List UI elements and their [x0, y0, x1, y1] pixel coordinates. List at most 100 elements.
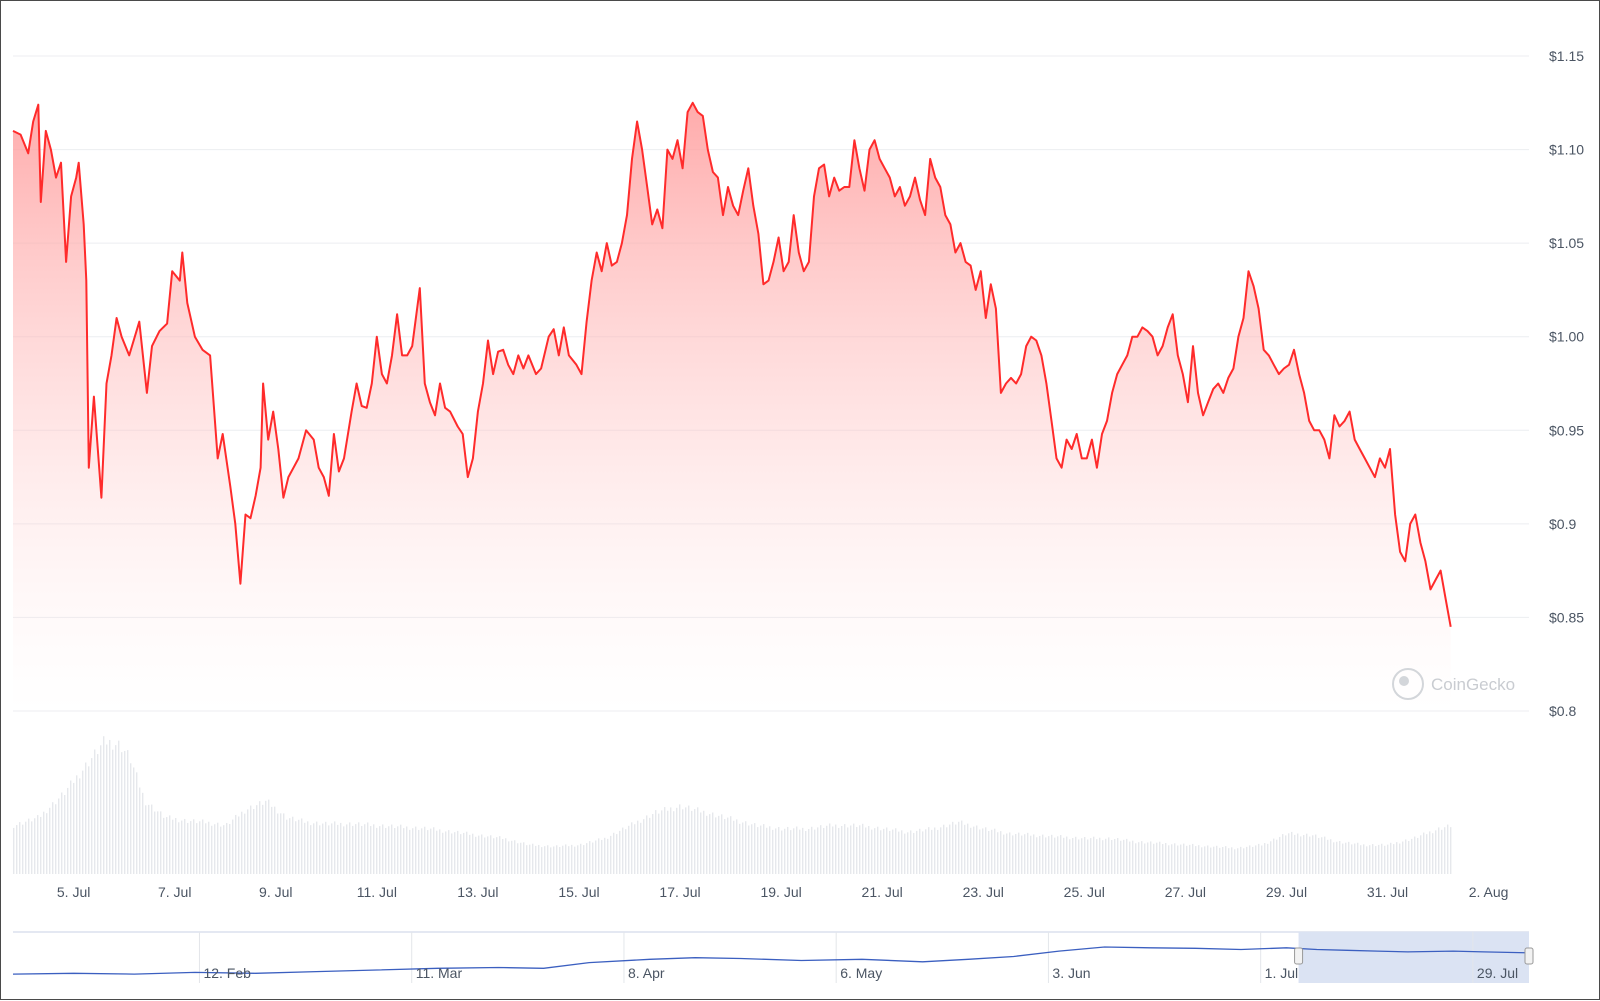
- volume-bar: [358, 822, 360, 874]
- x-tick-label: 29. Jul: [1266, 884, 1307, 900]
- volume-bar: [1117, 838, 1119, 874]
- navigator-selection[interactable]: [1298, 932, 1529, 983]
- volume-bar: [1414, 836, 1416, 874]
- volume-bar: [508, 841, 510, 874]
- volume-bar: [826, 825, 828, 874]
- volume-bar: [373, 824, 375, 874]
- navigator-right-handle[interactable]: [1524, 947, 1534, 965]
- volume-bar: [556, 845, 558, 874]
- volume-bar: [967, 823, 969, 874]
- x-tick-label: 25. Jul: [1064, 884, 1105, 900]
- volume-bar: [115, 745, 117, 874]
- volume-bar: [1432, 833, 1434, 874]
- navigator-label: 8. Apr: [628, 965, 665, 981]
- volume-bar: [340, 822, 342, 874]
- volume-bar: [1429, 831, 1431, 874]
- volume-bar: [184, 818, 186, 874]
- navigator-handles[interactable]: [1294, 947, 1534, 965]
- volume-bar: [1147, 842, 1149, 874]
- volume-bar: [1174, 843, 1176, 874]
- volume-bar: [253, 809, 255, 874]
- price-area: [12, 101, 1452, 712]
- volume-bar: [337, 824, 339, 874]
- volume-bar: [958, 821, 960, 874]
- volume-bar: [1033, 834, 1035, 874]
- navigator-selected-range[interactable]: [1298, 932, 1529, 983]
- navigator-left-handle[interactable]: [1294, 947, 1304, 965]
- volume-bar: [538, 844, 540, 874]
- volume-bar: [370, 826, 372, 874]
- volume-bar: [616, 834, 618, 874]
- range-navigator[interactable]: 12. Feb 11. Mar 8. Apr 6. May 3. Jun 1. Jul 29…: [12, 931, 1534, 983]
- volume-bar: [484, 837, 486, 874]
- volume-bar: [178, 822, 180, 874]
- volume-bar: [166, 817, 168, 874]
- volume-bar: [1381, 843, 1383, 874]
- volume-bar: [1444, 827, 1446, 874]
- volume-bar: [481, 834, 483, 874]
- volume-bar: [1435, 830, 1437, 874]
- volume-bar: [214, 824, 216, 874]
- volume-bar: [406, 826, 408, 874]
- volume-bar: [433, 827, 435, 874]
- volume-bar: [1387, 844, 1389, 874]
- volume-bar: [814, 829, 816, 874]
- volume-bar: [799, 829, 801, 874]
- volume-bar: [250, 805, 252, 874]
- volume-bar: [691, 810, 693, 874]
- volume-bar: [169, 815, 171, 874]
- volume-bar: [649, 817, 651, 874]
- volume-bar: [796, 826, 798, 874]
- volume-bar: [601, 839, 603, 874]
- navigator-labels: 12. Feb 11. Mar 8. Apr 6. May 3. Jun 1. Jul 29…: [203, 965, 1518, 981]
- volume-bar: [736, 819, 738, 874]
- volume-bar: [790, 830, 792, 874]
- volume-bar: [613, 832, 615, 874]
- volume-bar: [448, 830, 450, 874]
- volume-bar: [130, 763, 132, 874]
- volume-bar: [1150, 841, 1152, 874]
- volume-bar: [604, 837, 606, 874]
- volume-bar: [28, 818, 30, 874]
- volume-bar: [907, 832, 909, 874]
- volume-bar: [241, 811, 243, 874]
- volume-bar: [1375, 846, 1377, 874]
- x-tick-label: 31. Jul: [1367, 884, 1408, 900]
- volume-bar: [1069, 839, 1071, 874]
- volume-bar: [1333, 842, 1335, 874]
- volume-bar: [976, 825, 978, 874]
- volume-bar: [781, 830, 783, 874]
- volume-bar: [760, 825, 762, 874]
- volume-bar: [1204, 846, 1206, 874]
- volume-bar: [637, 820, 639, 874]
- volume-bar: [841, 826, 843, 874]
- volume-bar: [61, 792, 63, 874]
- volume-bar: [1195, 846, 1197, 874]
- volume-bar: [562, 845, 564, 874]
- volume-bar: [946, 827, 948, 874]
- volume-bar: [292, 816, 294, 874]
- navigator-series: [12, 946, 1530, 975]
- volume-bar: [1234, 849, 1236, 874]
- volume-bar: [367, 822, 369, 874]
- volume-bar: [1030, 835, 1032, 874]
- volume-bar: [811, 826, 813, 874]
- volume-bar: [712, 812, 714, 874]
- volume-bar: [454, 832, 456, 874]
- volume-bar: [1210, 847, 1212, 874]
- volume-bar: [313, 823, 315, 874]
- volume-bar: [1264, 843, 1266, 874]
- volume-bar: [598, 838, 600, 874]
- x-tick-label: 19. Jul: [760, 884, 801, 900]
- volume-bar: [940, 827, 942, 874]
- volume-bar: [1261, 845, 1263, 874]
- volume-bar: [385, 827, 387, 874]
- volume-bar: [346, 824, 348, 874]
- volume-bar: [586, 843, 588, 874]
- volume-bar: [1042, 834, 1044, 874]
- y-tick-label: $0.85: [1549, 609, 1584, 625]
- volume-bar: [121, 752, 123, 874]
- volume-bar: [22, 824, 24, 874]
- volume-bar: [724, 819, 726, 874]
- volume-bar: [1177, 845, 1179, 874]
